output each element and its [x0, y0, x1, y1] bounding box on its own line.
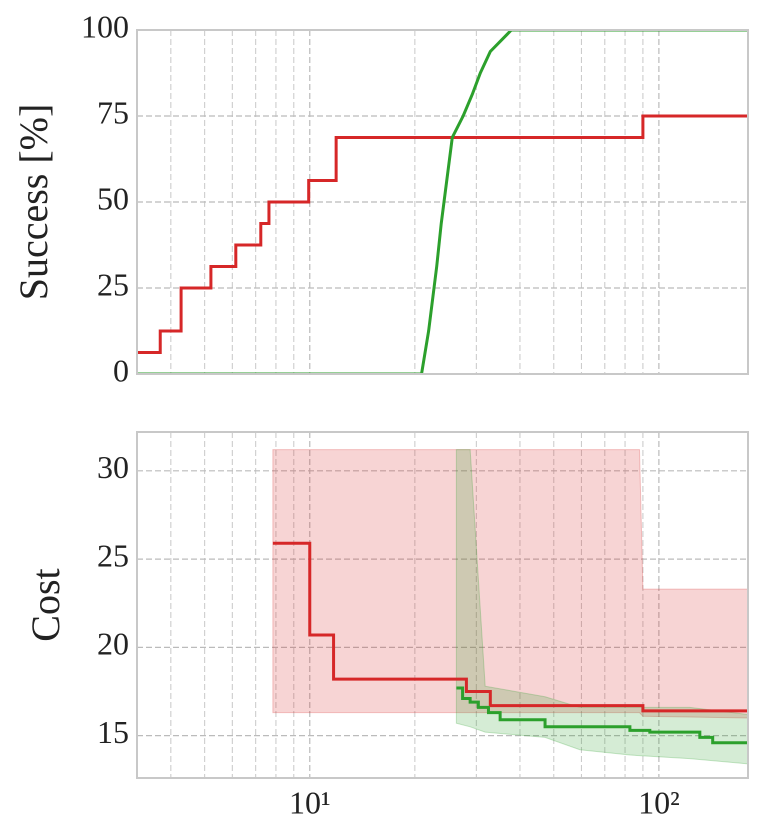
y-tick-label: 50 [97, 180, 129, 216]
y-tick-label: 100 [81, 8, 129, 44]
y-tick-label: 0 [113, 352, 129, 388]
y-axis-label: Success [%] [11, 104, 56, 301]
y-tick-label: 15 [97, 714, 129, 750]
line [456, 686, 748, 745]
y-tick-label: 25 [97, 537, 129, 573]
line [272, 541, 748, 713]
y-tick-label: 25 [97, 266, 129, 302]
axes-frame [136, 29, 749, 375]
plot-area [137, 30, 748, 374]
y-axis-label: Cost [23, 568, 68, 641]
y-tick-label: 75 [97, 94, 129, 130]
x-tick-label: 10² [638, 784, 680, 820]
confidence-band [272, 449, 748, 719]
line [137, 114, 748, 354]
plot-area [272, 449, 748, 765]
line [137, 30, 748, 374]
y-tick-label: 20 [97, 626, 129, 662]
confidence-band [455, 449, 748, 765]
axes-frame [136, 431, 749, 779]
x-tick-label: 10¹ [289, 784, 331, 820]
y-tick-label: 30 [97, 449, 129, 485]
